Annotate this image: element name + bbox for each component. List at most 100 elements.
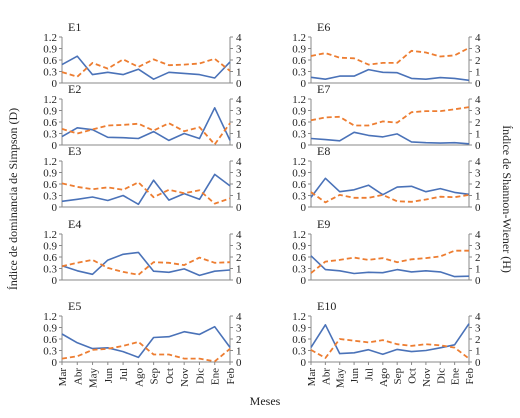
right-tick-label: 3	[236, 106, 242, 118]
shannon-line	[61, 181, 231, 205]
left-tick-label: 0	[52, 78, 58, 90]
left-tick-label: 0.6	[43, 252, 57, 264]
right-tick-label: 0	[475, 78, 481, 90]
left-tick-label: 0.6	[292, 55, 306, 67]
right-tick-label: 2	[475, 252, 481, 264]
left-tick-label: 0.6	[43, 334, 57, 346]
right-tick-label: 3	[236, 241, 242, 253]
month-label: Feb	[464, 368, 476, 385]
simpson-line	[310, 131, 470, 145]
left-tick-label: 0	[301, 357, 307, 369]
right-tick-label: 4	[475, 156, 481, 168]
left-tick-label: 0.9	[43, 106, 57, 118]
left-tick-label: 0.6	[43, 117, 57, 129]
right-tick-label: 2	[475, 55, 481, 67]
right-tick-label: 2	[236, 117, 242, 129]
month-label: Abr	[72, 368, 84, 385]
left-tick-label: 0.3	[43, 346, 57, 358]
shannon-line	[310, 47, 470, 66]
month-label: Jul	[364, 368, 376, 381]
right-tick-label: 2	[475, 334, 481, 346]
simpson-line	[61, 251, 231, 277]
month-label: May	[335, 368, 347, 389]
right-tick-label: 0	[236, 275, 242, 287]
simpson-line	[61, 173, 231, 206]
right-tick-label: 4	[236, 156, 242, 168]
right-tick-label: 2	[236, 55, 242, 67]
month-label: Ene	[450, 368, 462, 385]
left-tick-label: 0	[52, 140, 58, 152]
month-label: Mar	[306, 368, 318, 387]
right-tick-label: 0	[475, 275, 481, 287]
month-label: Feb	[225, 368, 237, 385]
right-tick-label: 3	[475, 168, 481, 180]
panel-title: E10	[317, 299, 336, 313]
month-label: Dic	[195, 368, 207, 384]
left-tick-label: 1.2	[43, 311, 57, 323]
month-label: Sep	[149, 368, 161, 385]
panel-title: E1	[68, 20, 81, 34]
left-tick-label: 0.3	[292, 346, 306, 358]
panel-title: E5	[68, 299, 81, 313]
month-label: Jul	[118, 368, 130, 381]
x-axis-title: Meses	[250, 394, 281, 408]
left-tick-label: 1.2	[292, 94, 306, 106]
panel-title: E4	[68, 217, 81, 231]
month-label: Nov	[421, 368, 433, 387]
left-tick-label: 0.3	[292, 129, 306, 141]
month-label: Abr	[320, 368, 332, 385]
shannon-line	[61, 122, 231, 146]
month-label: Dic	[435, 368, 447, 384]
right-tick-label: 1	[236, 264, 242, 276]
right-tick-label: 1	[236, 191, 242, 203]
month-label: Ago	[378, 368, 390, 387]
panel-title: E7	[317, 82, 330, 96]
right-tick-label: 0	[475, 357, 481, 369]
right-tick-label: 1	[475, 264, 481, 276]
month-label: Ene	[210, 368, 222, 385]
left-tick-label: 0.3	[43, 264, 57, 276]
left-tick-label: 0.3	[292, 191, 306, 203]
shannon-line	[61, 256, 231, 276]
month-label: Jun	[103, 368, 115, 384]
right-tick-label: 4	[475, 311, 481, 323]
right-tick-label: 1	[236, 346, 242, 358]
right-tick-label: 3	[475, 323, 481, 335]
shannon-line	[310, 191, 470, 204]
month-label: May	[88, 368, 100, 389]
right-tick-label: 3	[236, 323, 242, 335]
right-tick-label: 0	[236, 78, 242, 90]
panel-title: E8	[317, 144, 330, 158]
left-tick-label: 0.3	[292, 264, 306, 276]
month-label: Sep	[392, 368, 404, 385]
right-tick-label: 2	[236, 334, 242, 346]
left-tick-label: 0.6	[43, 55, 57, 67]
left-tick-label: 1.2	[43, 156, 57, 168]
left-tick-label: 1.2	[292, 229, 306, 241]
right-tick-label: 4	[475, 94, 481, 106]
simpson-line	[61, 107, 231, 142]
right-tick-label: 2	[236, 252, 242, 264]
left-tick-label: 0	[301, 275, 307, 287]
left-tick-label: 0.9	[292, 106, 306, 118]
left-tick-label: 0	[301, 140, 307, 152]
shannon-line	[310, 338, 470, 360]
panel-title: E2	[68, 82, 81, 96]
left-tick-label: 0	[52, 202, 58, 214]
right-tick-label: 0	[236, 357, 242, 369]
left-tick-label: 1.2	[43, 229, 57, 241]
right-tick-label: 1	[236, 129, 242, 141]
right-tick-label: 3	[475, 44, 481, 56]
month-axes-layer: Mar Abr May Jun Jul Ago Sep Oct Nov Dic Ene Feb Mar A…	[57, 362, 476, 388]
panel-title: E6	[317, 20, 330, 34]
simpson-line	[61, 55, 231, 80]
right-tick-label: 0	[236, 140, 242, 152]
shannon-line	[310, 249, 469, 274]
right-tick-label: 0	[475, 140, 481, 152]
simpson-line	[310, 68, 470, 82]
